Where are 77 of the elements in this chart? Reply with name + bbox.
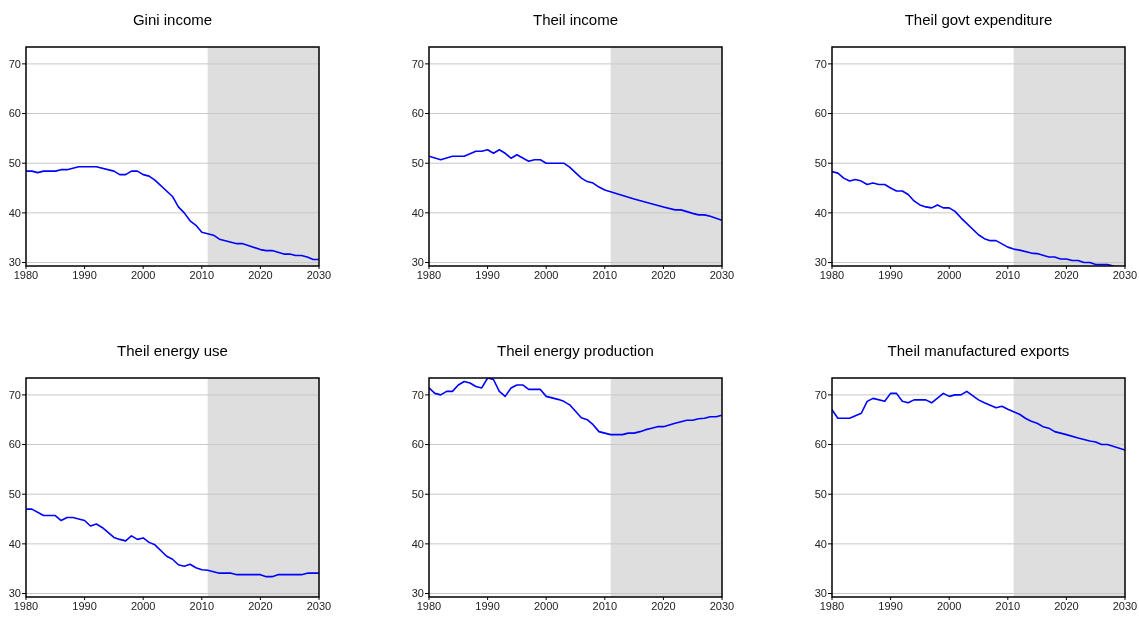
y-tick-label: 60 (814, 107, 827, 120)
y-tick-label: 40 (814, 206, 827, 219)
x-tick-label: 1990 (878, 600, 903, 612)
y-tick-label: 70 (8, 57, 21, 70)
x-tick-label: 1980 (13, 269, 39, 281)
chart-title: Theil manufactured exports (887, 342, 1070, 359)
x-tick-label: 1990 (72, 600, 97, 612)
x-tick-label: 2030 (306, 269, 332, 281)
x-tick-label: 2010 (189, 269, 215, 281)
x-tick-label: 1980 (416, 600, 442, 612)
y-tick-label: 70 (8, 388, 21, 401)
x-tick-label: 2000 (130, 269, 156, 281)
x-tick-label: 2030 (1112, 600, 1138, 612)
x-tick-label: 2030 (709, 600, 735, 612)
x-tick-label: 1980 (819, 600, 845, 612)
y-tick-label: 30 (814, 256, 827, 269)
x-tick-label: 1990 (475, 269, 500, 281)
line-series (429, 378, 722, 436)
x-tick-label: 1990 (475, 600, 500, 612)
chart-title: Theil energy production (497, 342, 654, 359)
y-tick-label: 50 (8, 157, 21, 170)
y-tick-label: 30 (411, 256, 424, 269)
x-tick-label: 2010 (189, 600, 215, 612)
y-tick-label: 30 (411, 587, 424, 600)
chart-title: Theil energy use (117, 342, 228, 359)
x-tick-label: 1990 (72, 269, 97, 281)
y-tick-label: 70 (814, 57, 827, 70)
y-tick-label: 40 (814, 537, 827, 550)
line-series (26, 508, 319, 578)
y-tick-label: 30 (8, 256, 21, 269)
x-tick-label: 2010 (995, 600, 1021, 612)
y-tick-label: 50 (411, 157, 424, 170)
x-tick-label: 2020 (248, 269, 273, 281)
x-tick-label: 2010 (592, 600, 618, 612)
line-series (26, 165, 319, 261)
x-tick-label: 2000 (533, 600, 559, 612)
y-tick-label: 60 (411, 107, 424, 120)
x-tick-label: 2020 (1054, 269, 1079, 281)
y-tick-label: 60 (814, 438, 827, 451)
y-tick-label: 40 (8, 206, 21, 219)
x-tick-label: 2030 (306, 600, 332, 612)
x-tick-label: 2000 (130, 600, 156, 612)
x-tick-label: 2020 (651, 600, 676, 612)
y-tick-label: 60 (8, 438, 21, 451)
y-tick-label: 60 (8, 107, 21, 120)
chart-title: Theil income (532, 11, 619, 28)
y-tick-label: 70 (411, 388, 424, 401)
y-tick-label: 40 (411, 206, 424, 219)
y-tick-label: 40 (8, 537, 21, 550)
y-tick-label: 70 (814, 388, 827, 401)
x-tick-label: 1990 (878, 269, 903, 281)
y-tick-label: 70 (411, 57, 424, 70)
y-tick-label: 30 (814, 587, 827, 600)
y-tick-label: 40 (411, 537, 424, 550)
x-tick-label: 2010 (995, 269, 1021, 281)
y-tick-label: 50 (8, 488, 21, 501)
x-tick-label: 2020 (651, 269, 676, 281)
y-tick-label: 50 (814, 488, 827, 501)
x-tick-label: 2000 (936, 269, 962, 281)
x-tick-label: 2000 (936, 600, 962, 612)
x-tick-label: 2030 (709, 269, 735, 281)
x-tick-label: 1980 (416, 269, 442, 281)
line-series (832, 390, 1125, 451)
y-tick-label: 60 (411, 438, 424, 451)
chart-title: Gini income (132, 11, 213, 28)
chart-title: Theil govt expenditure (904, 11, 1053, 28)
x-tick-label: 2020 (1054, 600, 1079, 612)
x-tick-label: 2010 (592, 269, 618, 281)
x-tick-label: 2020 (248, 600, 273, 612)
y-tick-label: 50 (814, 157, 827, 170)
x-tick-label: 1980 (819, 269, 845, 281)
line-series (429, 149, 722, 222)
x-tick-label: 1980 (13, 600, 39, 612)
y-tick-label: 30 (8, 587, 21, 600)
x-tick-label: 2000 (533, 269, 559, 281)
x-tick-label: 2030 (1112, 269, 1138, 281)
y-tick-label: 50 (411, 488, 424, 501)
